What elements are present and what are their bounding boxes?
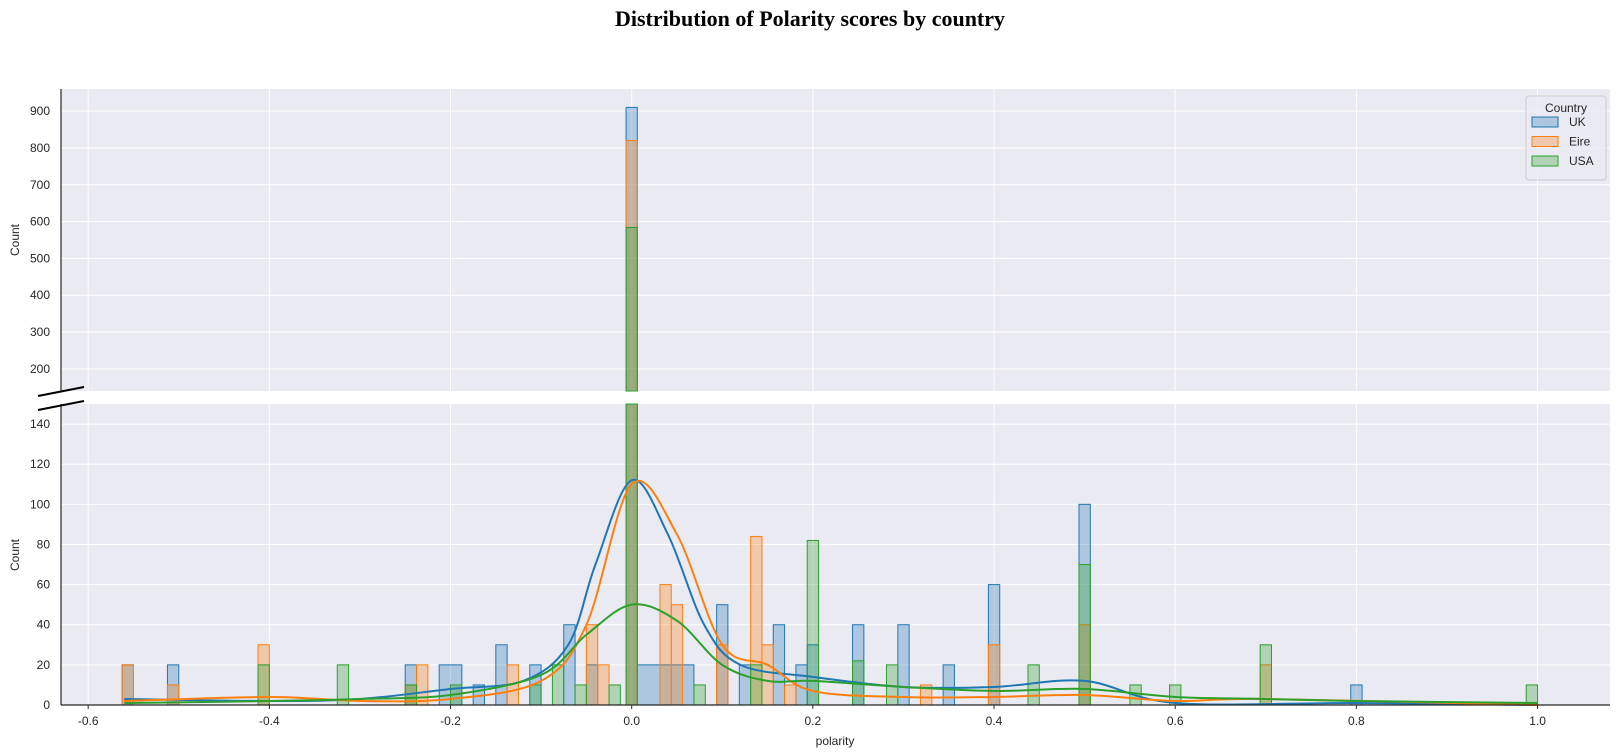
bottom-panel-background	[61, 404, 1610, 705]
top-panel: 200 300 400 500 600 700 800 900	[30, 89, 1610, 392]
histogram-bar	[761, 644, 774, 706]
histogram-bar	[597, 664, 610, 706]
legend-swatch-usa	[1531, 155, 1559, 167]
y-tick-label-top: 600	[30, 215, 50, 229]
axis-break-mark-top	[37, 386, 85, 397]
legend-label-uk: UK	[1569, 115, 1586, 129]
histogram-bar	[784, 684, 797, 706]
x-tick-label: 0.6	[1167, 714, 1184, 728]
bottom-panel: 0 20 40 60 80 100 120 140 -0.6 -0.4 -0.2 0.0 0.2 0.4 0…	[30, 403, 1610, 728]
x-tick-label: 0.2	[805, 714, 822, 728]
x-tick-label: -0.6	[78, 714, 99, 728]
histogram-bar	[416, 664, 429, 706]
y-tick-label-bottom: 120	[30, 457, 50, 471]
histogram-bar	[495, 644, 508, 706]
y-tick-label-bottom: 0	[43, 698, 50, 712]
top-panel-background	[61, 89, 1610, 391]
legend-swatch-uk	[1531, 116, 1559, 128]
histogram-bar	[693, 684, 706, 706]
x-tick-label: 0.4	[986, 714, 1003, 728]
y-tick-label-top: 400	[30, 288, 50, 302]
y-tick-label-top: 500	[30, 251, 50, 265]
y-tick-label-bottom: 140	[30, 417, 50, 431]
histogram-bar	[625, 226, 638, 392]
histogram-bar	[716, 644, 729, 706]
histogram-bar	[585, 624, 599, 706]
histogram-bar	[1027, 664, 1040, 706]
x-tick-label: -0.4	[259, 714, 280, 728]
y-tick-label-top: 700	[30, 178, 50, 192]
y-tick-label-bottom: 100	[30, 497, 50, 511]
x-axis-label: polarity	[816, 734, 855, 748]
histogram-bar	[257, 664, 270, 706]
histogram-bar	[659, 584, 672, 706]
histogram-bar	[1078, 564, 1091, 706]
legend: Country UK Eire USA	[1525, 95, 1607, 181]
histogram-bar	[738, 664, 752, 706]
x-tick-label: 1.0	[1529, 714, 1546, 728]
histogram-bar	[942, 664, 955, 706]
y-axis-label-bottom: Count	[8, 538, 22, 571]
y-tick-label-bottom: 20	[37, 658, 51, 672]
histogram-bar	[625, 403, 638, 706]
y-tick-label-top: 900	[30, 104, 50, 118]
y-tick-label-top: 200	[30, 362, 50, 376]
y-tick-label-bottom: 80	[37, 537, 51, 551]
y-tick-label-bottom: 60	[37, 578, 51, 592]
histogram-bar	[772, 624, 786, 706]
histogram-bar	[608, 684, 621, 706]
histogram-bar	[551, 664, 565, 706]
y-axis-label-top: Count	[8, 223, 22, 256]
histogram-bar	[574, 684, 587, 706]
y-tick-label-top: 800	[30, 141, 50, 155]
y-tick-label-top: 300	[30, 325, 50, 339]
histogram-bar	[529, 684, 542, 706]
axis-break-mark-bottom	[37, 400, 85, 411]
x-tick-label: 0.0	[623, 714, 640, 728]
histogram-bar	[897, 624, 910, 706]
histogram-bar	[1259, 644, 1272, 706]
kde-line-eire	[124, 480, 1538, 706]
x-tick-label: -0.2	[440, 714, 461, 728]
x-tick-label: 0.8	[1348, 714, 1365, 728]
series-usa-bars-top	[625, 226, 638, 392]
chart-title: Distribution of Polarity scores by count…	[615, 6, 1005, 31]
legend-swatch-eire	[1531, 136, 1559, 147]
legend-label-usa: USA	[1569, 154, 1594, 168]
kde-line-usa	[124, 603, 1538, 704]
legend-label-eire: Eire	[1569, 135, 1591, 149]
y-tick-label-bottom: 40	[37, 618, 51, 632]
legend-title: Country	[1545, 101, 1587, 115]
